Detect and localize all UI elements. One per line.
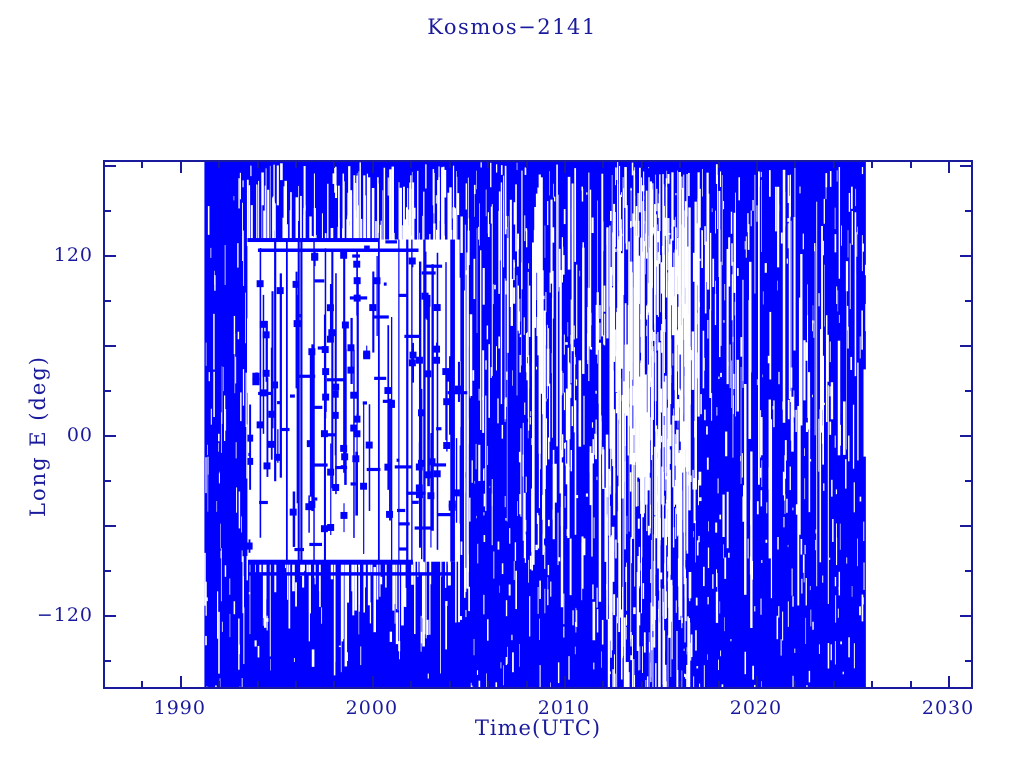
- x-tick-1990: [179, 676, 182, 689]
- x-tick-label-2020: 2020: [729, 697, 783, 719]
- x-tick-top-1992: [218, 160, 221, 168]
- x-tick-top-1990: [179, 160, 182, 173]
- y-tick-label-120: 120: [53, 243, 93, 266]
- x-tick-top-2018: [717, 160, 720, 168]
- x-tick-top-1994: [256, 160, 259, 168]
- x-tick-top-1986: [103, 160, 105, 168]
- x-tick-2020: [755, 676, 758, 689]
- x-tick-2028: [909, 681, 912, 689]
- x-tick-top-2000: [371, 160, 374, 173]
- y-tick--150: [103, 660, 111, 663]
- y-tick-right--120: [960, 615, 973, 618]
- y-axis-title: Long E (deg): [26, 355, 50, 517]
- x-tick-top-2016: [679, 160, 682, 168]
- x-tick-top-1998: [333, 160, 336, 168]
- x-tick-2018: [717, 681, 720, 689]
- y-tick-right--150: [965, 660, 973, 663]
- x-tick-top-1988: [141, 160, 144, 168]
- x-tick-2026: [871, 681, 874, 689]
- x-tick-2014: [640, 681, 643, 689]
- y-tick-60: [103, 344, 116, 347]
- y-tick-30: [103, 389, 111, 392]
- y-tick-right-180: [960, 164, 973, 167]
- x-tick-top-2014: [640, 160, 643, 168]
- y-tick-right--60: [960, 525, 973, 528]
- x-tick-2004: [448, 681, 451, 689]
- y-tick-right-30: [965, 389, 973, 392]
- y-tick-120: [103, 254, 116, 257]
- x-tick-label-2010: 2010: [537, 697, 591, 719]
- x-tick-1988: [141, 681, 144, 689]
- x-tick-2006: [487, 681, 490, 689]
- x-tick-top-2028: [909, 160, 912, 168]
- y-tick-150: [103, 209, 111, 212]
- x-tick-top-2006: [487, 160, 490, 168]
- x-tick-1986: [103, 681, 105, 689]
- y-tick-label-0: 00: [66, 424, 93, 447]
- x-tick-2002: [410, 681, 413, 689]
- y-tick--90: [103, 570, 111, 573]
- x-tick-top-1996: [295, 160, 298, 168]
- x-tick-label-2030: 2030: [921, 697, 975, 719]
- y-tick--30: [103, 480, 111, 483]
- y-tick-right--90: [965, 570, 973, 573]
- y-tick-label--120: −120: [36, 604, 93, 627]
- x-tick-2012: [602, 681, 605, 689]
- x-tick-label-2000: 2000: [345, 697, 399, 719]
- x-tick-top-2020: [755, 160, 758, 173]
- x-tick-1998: [333, 681, 336, 689]
- y-tick-right-150: [965, 209, 973, 212]
- x-tick-1994: [256, 681, 259, 689]
- y-tick-right-60: [960, 344, 973, 347]
- x-tick-top-2022: [794, 160, 797, 168]
- y-tick-right--30: [965, 480, 973, 483]
- x-tick-top-2002: [410, 160, 413, 168]
- x-tick-2010: [563, 676, 566, 689]
- x-tick-1992: [218, 681, 221, 689]
- x-tick-2008: [525, 681, 528, 689]
- x-tick-top-2012: [602, 160, 605, 168]
- plot-area: [103, 160, 973, 689]
- y-tick-0: [103, 435, 116, 438]
- y-tick--120: [103, 615, 116, 618]
- longitude-scatter-plot: [204, 162, 867, 687]
- x-tick-label-1990: 1990: [153, 697, 206, 719]
- x-tick-top-2024: [832, 160, 835, 168]
- x-tick-top-2026: [871, 160, 874, 168]
- x-axis-title: Time(UTC): [474, 716, 602, 740]
- x-tick-top-2010: [563, 160, 566, 173]
- y-tick--60: [103, 525, 116, 528]
- y-tick-right-0: [960, 435, 973, 438]
- x-tick-top-2008: [525, 160, 528, 168]
- y-tick-right-90: [965, 299, 973, 302]
- x-tick-2016: [679, 681, 682, 689]
- x-tick-2000: [371, 676, 374, 689]
- x-tick-top-2004: [448, 160, 451, 168]
- y-tick-right-120: [960, 254, 973, 257]
- y-tick-90: [103, 299, 111, 302]
- page-title: Kosmos−2141: [427, 15, 597, 39]
- x-tick-top-2030: [948, 160, 951, 173]
- x-tick-2022: [794, 681, 797, 689]
- y-tick-180: [103, 164, 116, 167]
- x-tick-2024: [832, 681, 835, 689]
- x-tick-2030: [948, 676, 951, 689]
- x-tick-1996: [295, 681, 298, 689]
